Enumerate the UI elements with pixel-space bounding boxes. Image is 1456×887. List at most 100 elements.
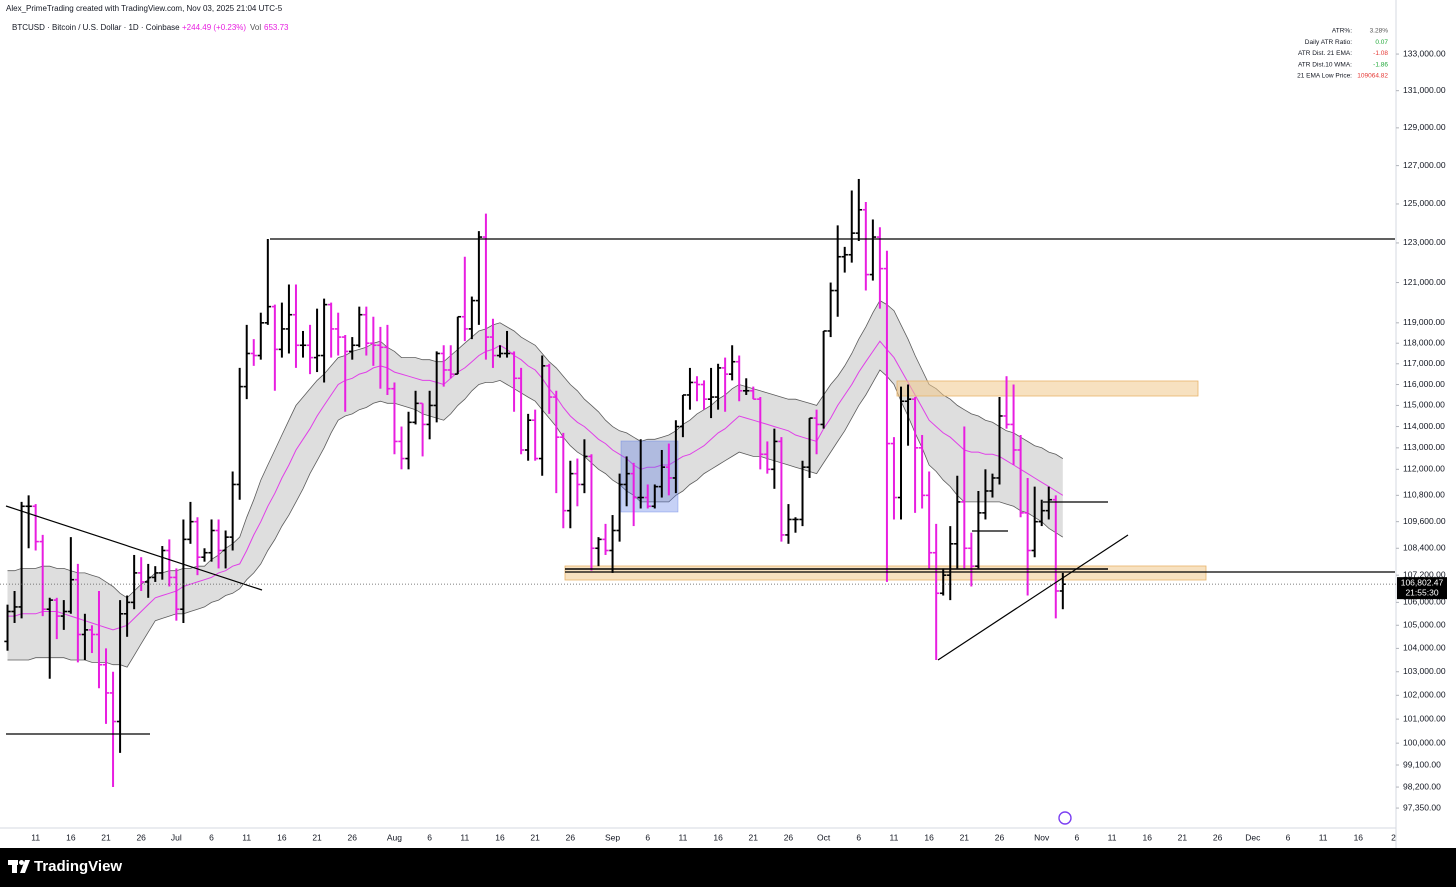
x-tick-label: 11 <box>460 832 469 842</box>
x-tick-label: 11 <box>1319 832 1328 842</box>
ohlc-bar <box>841 246 848 273</box>
change-label: +244.49 (+0.23%) <box>182 23 246 32</box>
y-tick-label: 107,200.00 <box>1403 569 1446 579</box>
table-value: -1.86 <box>1373 61 1388 68</box>
y-tick-label: 113,000.00 <box>1403 442 1445 452</box>
x-tick-label: Dec <box>1245 832 1261 842</box>
x-tick-label: 11 <box>1108 832 1117 842</box>
x-tick-label: 26 <box>348 832 358 842</box>
ohlc-bar <box>996 397 1003 485</box>
ohlc-bar <box>102 648 110 724</box>
ohlc-bar <box>771 428 778 489</box>
ohlc-bar <box>968 532 975 587</box>
ohlc-bar <box>876 227 884 309</box>
ohlc-bar <box>764 441 771 474</box>
ohlc-bar <box>299 330 307 358</box>
ohlc-bar <box>278 302 286 358</box>
ohlc-bar <box>503 330 511 358</box>
ohlc-bar <box>60 600 68 630</box>
ohlc-bar <box>313 308 321 373</box>
x-tick-label: 11 <box>31 832 40 842</box>
ohlc-bar <box>4 604 11 651</box>
ohlc-bar <box>53 597 60 640</box>
ohlc-bar <box>940 568 947 596</box>
y-tick-label: 100,000.00 <box>1403 737 1446 747</box>
x-tick-label: 21 <box>749 832 759 842</box>
y-tick-label: 106,000.00 <box>1403 597 1446 607</box>
ohlc-bar <box>334 312 342 356</box>
logo-part <box>19 860 24 865</box>
ohlc-bar <box>18 501 25 619</box>
ohlc-bar <box>25 495 32 549</box>
ohlc-bar <box>658 449 666 498</box>
y-tick-label: 116,000.00 <box>1403 379 1445 389</box>
ohlc-bar <box>292 284 300 368</box>
ohlc-bar <box>524 413 532 461</box>
ohlc-bar <box>201 548 208 562</box>
x-tick-label: 6 <box>1075 832 1080 842</box>
x-tick-label: 26 <box>995 832 1005 842</box>
ohlc-bar <box>67 537 75 614</box>
ohlc-bar <box>1010 384 1017 466</box>
y-tick-label: 97,350.00 <box>1403 802 1441 812</box>
ohlc-bar <box>834 225 841 317</box>
x-tick-label: 21 <box>101 832 111 842</box>
price-bars <box>4 178 1067 788</box>
price-label: 106,802.47 <box>1401 577 1444 587</box>
y-tick-label: 102,000.00 <box>1403 690 1446 700</box>
ohlc-bar <box>454 315 461 375</box>
ohlc-bar <box>482 213 490 360</box>
x-tick-label: 6 <box>1286 832 1291 842</box>
live-icon <box>1058 811 1072 825</box>
y-tick-label: 98,200.00 <box>1403 781 1441 791</box>
x-tick-label: Oct <box>817 832 831 842</box>
x-tick-label: 16 <box>1354 832 1364 842</box>
x-tick-label: 16 <box>277 832 287 842</box>
y-tick-label: 112,000.00 <box>1403 464 1445 474</box>
ohlc-bar <box>560 432 567 529</box>
x-tick-label: 6 <box>427 832 432 842</box>
trend-line <box>5 505 263 591</box>
x-tick-label: Jul <box>171 832 182 842</box>
ohlc-bar <box>208 519 215 562</box>
drawing-lines <box>5 238 1395 735</box>
band-fill <box>7 300 1063 668</box>
y-tick-label: 110,800.00 <box>1403 490 1445 500</box>
ohlc-bar <box>1024 477 1031 596</box>
ohlc-bar <box>609 515 616 573</box>
ohlc-bar <box>954 475 961 569</box>
ohlc-bar <box>890 437 898 520</box>
ohlc-bar <box>510 351 518 412</box>
ohlc-bar <box>679 394 687 438</box>
ohlc-bar <box>285 284 293 354</box>
ohlc-bar <box>475 231 483 325</box>
ohlc-bar <box>820 330 827 429</box>
ohlc-bar <box>229 471 236 551</box>
ohlc-bar <box>982 469 989 520</box>
ohlc-bar <box>911 397 919 513</box>
indicator-table: ATR%: 3.28% Daily ATR Ratio: 0.07 ATR Dist. … <box>1297 28 1388 80</box>
ohlc-bar <box>236 367 243 500</box>
table-label: 21 EMA Low Price: <box>1297 73 1352 80</box>
ohlc-bar <box>447 345 454 379</box>
ohlc-bar <box>989 473 996 498</box>
x-tick-label: 11 <box>242 832 251 842</box>
ohlc-bar <box>672 420 680 494</box>
x-tick-label: 26 <box>136 832 146 842</box>
ohlc-bar <box>187 501 194 544</box>
ohlc-bar <box>813 409 820 455</box>
ohlc-bar <box>468 296 476 340</box>
table-label: ATR%: <box>1332 28 1352 35</box>
ohlc-bar <box>862 202 870 291</box>
x-tick-label: 26 <box>1213 832 1223 842</box>
ohlc-bar <box>39 534 46 617</box>
x-tick-label: 16 <box>1143 832 1153 842</box>
y-tick-label: 109,600.00 <box>1403 516 1446 526</box>
ohlc-bar <box>152 566 159 582</box>
table-label: ATR Dist. 21 EMA: <box>1298 50 1352 57</box>
ohlc-bar <box>707 367 715 419</box>
ohlc-bar <box>271 304 279 391</box>
table-value: -1.08 <box>1373 50 1388 57</box>
table-value: 3.28% <box>1370 28 1389 35</box>
